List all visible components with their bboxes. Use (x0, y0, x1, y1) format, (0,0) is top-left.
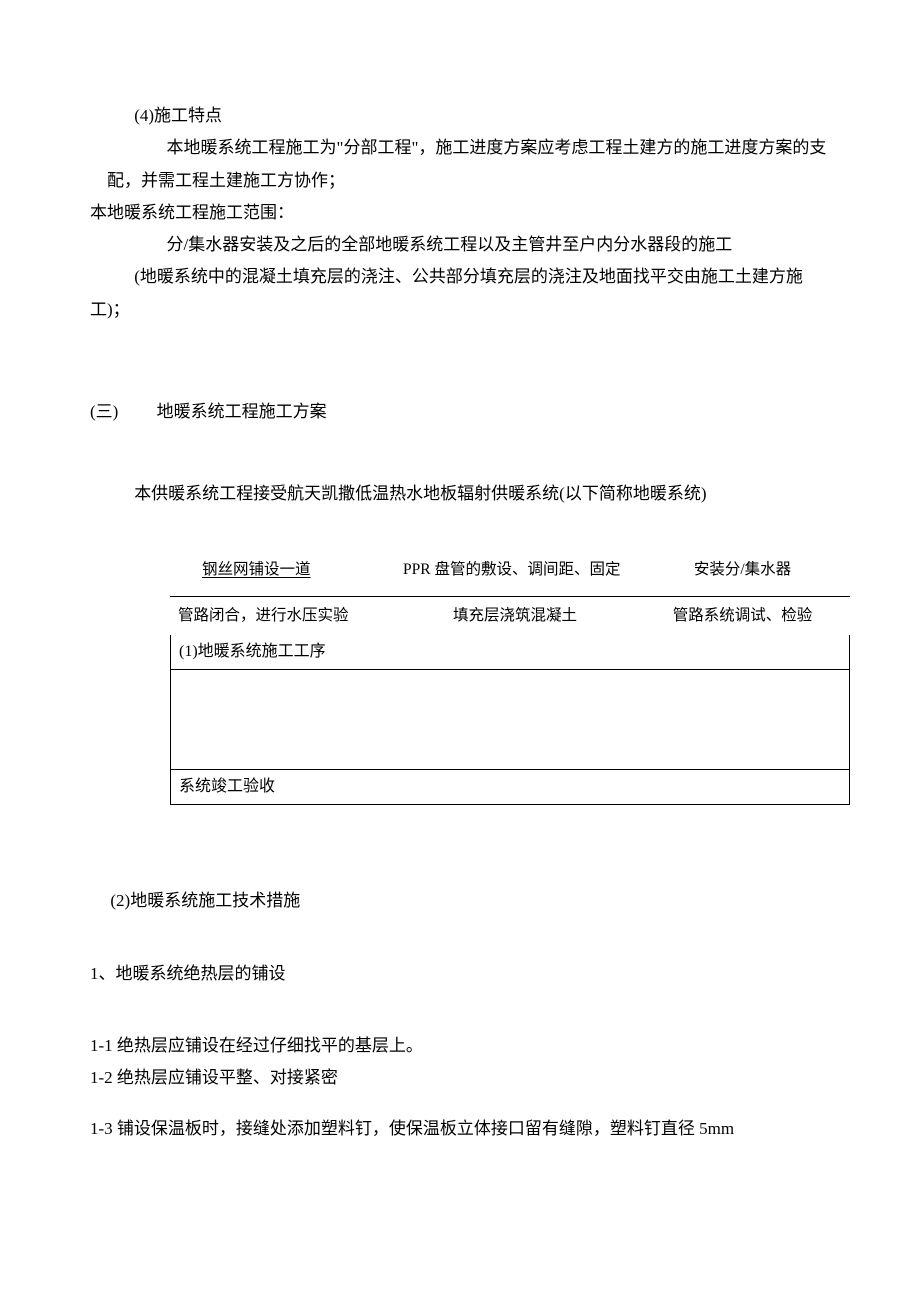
flow-r2-c3: 管路系统调试、检验 (673, 607, 813, 624)
flow-r2-c2: 填充层浇筑混凝土 (453, 607, 577, 624)
flow-box-top-text: (1)地暖系统施工工序 (179, 643, 326, 660)
flow-row-1: 钢丝网铺设一道 PPR 盘管的敷设、调间距、固定 安装分/集水器 (170, 551, 850, 588)
section-three-num: (三) (90, 396, 118, 428)
scope-label: 本地暖系统工程施工范围： (90, 197, 830, 229)
section-4-para-2-text: 分/集水器安装及之后的全部地暖系统工程以及主管井至户内分水器段的施工 (167, 235, 733, 254)
section-4-para-3-text: (地暖系统中的混凝土填充层的浇注、公共部分填充层的浇注及地面找平交由施工土建方施… (90, 267, 803, 318)
item-1-title: 1、地暖系统绝热层的铺设 (90, 958, 830, 990)
flow-r2-c1: 管路闭合，进行水压实验 (178, 607, 349, 624)
section-2-title: (2)地暖系统施工技术措施 (90, 885, 830, 917)
section-three-intro-text: 本供暖系统工程接受航天凯撒低温热水地板辐射供暖系统(以下简称地暖系统) (134, 484, 706, 503)
item-1-p1: 1-1 绝热层应铺设在经过仔细找平的基层上。 (90, 1030, 830, 1062)
flow-r1-c3: 安装分/集水器 (694, 561, 791, 578)
section-three-intro: 本供暖系统工程接受航天凯撒低温热水地板辐射供暖系统(以下简称地暖系统) (90, 478, 830, 510)
section-4-para-1-text: 本地暖系统工程施工为"分部工程"，施工进度方案应考虑工程土建方的施工进度方案的支… (107, 138, 826, 189)
item-1-p3: 1-3 铺设保温板时，接缝处添加塑料钉，使保温板立体接口留有缝隙，塑料钉直径 5… (90, 1113, 830, 1145)
flow-row-2: 管路闭合，进行水压实验 填充层浇筑混凝土 管路系统调试、检验 (170, 597, 850, 635)
section-three-heading: (三) 地暖系统工程施工方案 (90, 396, 830, 428)
flow-box-spacer (171, 669, 850, 769)
flow-box-bottom-text: 系统竣工验收 (179, 778, 275, 795)
flow-table: 钢丝网铺设一道 PPR 盘管的敷设、调间距、固定 安装分/集水器 管路闭合，进行… (170, 551, 850, 635)
flow-box-bottom: 系统竣工验收 (171, 769, 850, 804)
section-4-para-2: 分/集水器安装及之后的全部地暖系统工程以及主管井至户内分水器段的施工 (90, 229, 830, 261)
flow-box-top: (1)地暖系统施工工序 (171, 635, 850, 670)
section-4-title: (4)施工特点 (90, 100, 830, 132)
section-2-title-text: (2)地暖系统施工技术措施 (110, 891, 300, 910)
section-4-para-1: 本地暖系统工程施工为"分部工程"，施工进度方案应考虑工程土建方的施工进度方案的支… (90, 132, 830, 197)
flow-box: (1)地暖系统施工工序 系统竣工验收 (170, 635, 850, 806)
item-1-p2: 1-2 绝热层应铺设平整、对接紧密 (90, 1062, 830, 1094)
flow-r1-c1: 钢丝网铺设一道 (202, 561, 311, 578)
flow-r1-c2: PPR 盘管的敷设、调间距、固定 (403, 561, 620, 578)
section-4-para-3: (地暖系统中的混凝土填充层的浇注、公共部分填充层的浇注及地面找平交由施工土建方施… (90, 261, 830, 326)
section-three-title: 地暖系统工程施工方案 (157, 402, 327, 421)
